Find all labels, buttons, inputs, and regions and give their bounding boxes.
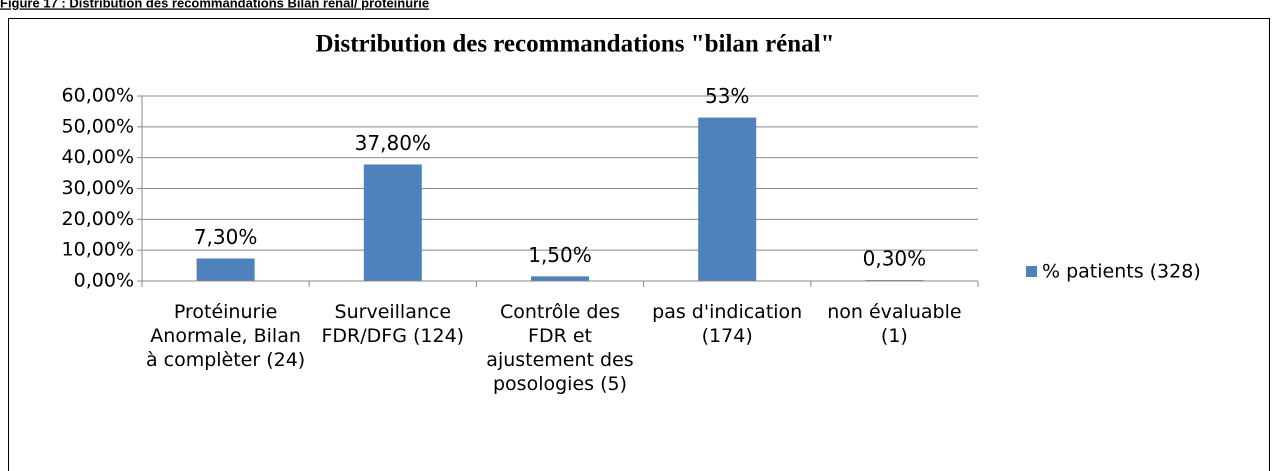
legend-swatch <box>1026 266 1037 277</box>
y-tick-label: 0,00% <box>74 270 134 292</box>
y-tick-label: 10,00% <box>62 239 134 261</box>
bar <box>698 117 757 281</box>
y-tick-label: 50,00% <box>62 115 134 137</box>
data-label: 37,80% <box>355 131 431 155</box>
x-tick-label: Contrôle des FDR et ajustement des posol… <box>486 301 634 395</box>
chart-frame <box>8 18 1270 471</box>
chart-title: Distribution des recommandations "bilan … <box>315 31 834 58</box>
x-tick-label: Protéinurie Anormale, Bilan à complèter … <box>145 301 306 371</box>
data-label: 7,30% <box>194 225 258 249</box>
bar <box>196 258 255 281</box>
bar <box>363 164 422 281</box>
y-tick-label: 60,00% <box>62 85 134 107</box>
data-label: 0,30% <box>863 247 927 271</box>
data-label: 53% <box>705 84 749 108</box>
caption: Figure 17 : Distribution des recommandat… <box>0 0 429 10</box>
y-tick-label: 20,00% <box>62 208 134 230</box>
x-tick-label: Surveillance FDR/DFG (124) <box>321 301 465 347</box>
y-tick-label: 30,00% <box>62 177 134 199</box>
data-label: 1,50% <box>528 243 592 267</box>
x-tick-label: non évaluable (1) <box>827 301 962 347</box>
bar <box>531 276 589 281</box>
x-tick-label: pas d'indication (174) <box>652 301 803 347</box>
y-tick-label: 40,00% <box>62 146 134 168</box>
legend-label: % patients (328) <box>1042 261 1201 283</box>
